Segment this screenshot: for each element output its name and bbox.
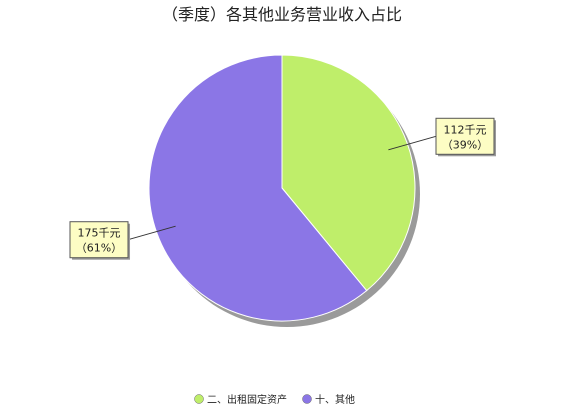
label-box-2	[69, 221, 129, 259]
slice-value-label-2: 175千元	[78, 227, 121, 240]
pie-slice-2	[148, 54, 368, 322]
pie-slice-1	[281, 54, 416, 292]
chart-title: （季度）各其他业务营业收入占比	[162, 5, 402, 24]
legend-label-1: 二、出租固定资产	[207, 393, 287, 406]
slice-value-label-1: 112千元	[443, 123, 486, 136]
legend: 二、出租固定资产 十、其他	[194, 393, 355, 406]
label-box-1	[435, 117, 495, 155]
legend-marker-2	[302, 394, 312, 404]
labels-group: 112千元 （39%） 175千元 （61%）	[69, 117, 496, 260]
legend-marker-1	[194, 394, 204, 404]
label-connector-1	[388, 135, 437, 151]
slice-percent-label-2: （61%）	[76, 242, 122, 255]
pie-group	[148, 54, 420, 327]
slice-percent-label-1: （39%）	[442, 138, 488, 151]
label-connector-2	[127, 225, 176, 241]
legend-label-2: 十、其他	[315, 393, 355, 406]
